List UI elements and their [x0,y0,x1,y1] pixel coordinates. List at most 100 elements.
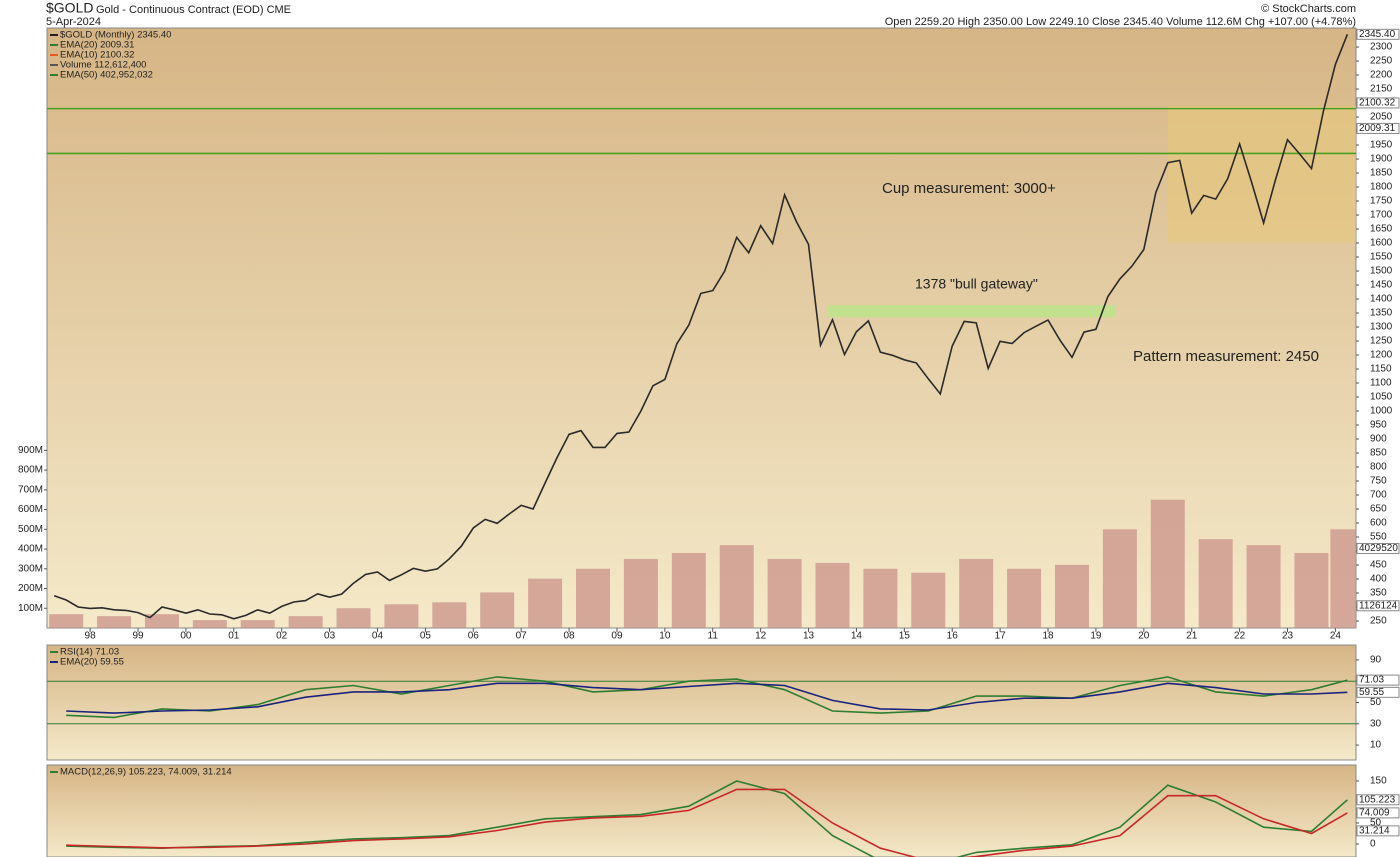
y-tick-label: 1600 [1370,238,1393,249]
value-tag-label: 74.009 [1359,808,1390,819]
x-tick-label: 08 [564,631,576,642]
volume-tag-label: 1126124 [1359,600,1398,611]
x-tick-label: 19 [1090,631,1102,642]
x-tick-label: 16 [947,631,959,642]
x-tick-label: 11 [708,631,719,642]
y-tick-label: 1200 [1370,350,1393,361]
x-tick-label: 17 [995,631,1007,642]
y-tick-label: 700 [1370,490,1387,501]
x-tick-label: 02 [276,631,288,642]
x-tick-label: 18 [1042,631,1054,642]
value-tag [1356,825,1400,837]
y-tick-label: 750 [1370,476,1387,487]
volume-bar [528,578,563,628]
y-tick-label: 450 [1370,560,1387,571]
legend-entry: EMA(20) 59.55 [60,657,124,668]
y-tick-label: 550 [1370,532,1387,543]
volume-bar [767,558,802,628]
y-tick-label: 1550 [1370,252,1393,263]
y2-tick-label: 200M [18,583,43,594]
y-tick-label: 30 [1370,718,1382,729]
y2-tick-label: 900M [18,445,43,456]
y-tick-label: 1750 [1370,196,1393,207]
y-tick-label: 90 [1370,655,1382,666]
y-tick-label: 2300 [1370,42,1393,53]
y-tick-label: 850 [1370,448,1387,459]
x-tick-label: 15 [899,631,911,642]
x-tick-label: 07 [516,631,528,642]
legend-entry: EMA(10) 2100.32 [60,50,134,61]
value-tag-label: 31.214 [1359,826,1390,837]
volume-bar [480,592,515,628]
value-tag-label: 59.55 [1359,687,1384,698]
y-tick-label: 10 [1370,740,1382,751]
volume-bar [863,568,898,628]
volume-tag-label: 4029520 [1359,543,1398,554]
volume-tag [1356,542,1400,554]
plot-area [47,34,1356,628]
panel-background [46,27,1357,629]
volume-bar [576,568,611,628]
gateway-band [827,305,1116,318]
plot-area [66,780,1348,857]
volume-bar [959,558,994,628]
y2-tick-label: 300M [18,563,43,574]
y-tick-label: 650 [1370,504,1387,515]
series-line [66,788,1348,857]
volume-bar [719,545,754,628]
x-tick-label: 01 [228,631,240,642]
volume-bar [1007,568,1042,628]
y-tick-label: 1300 [1370,322,1393,333]
legend-entry: EMA(20) 2009.31 [60,40,134,51]
volume-bar [336,608,371,628]
volume-bar [97,616,132,628]
y-tick-label: 1400 [1370,294,1393,305]
y-tick-label: 1900 [1370,154,1393,165]
value-tag [1356,28,1400,40]
y-tick-label: 1100 [1370,378,1392,389]
legend-entry: EMA(50) 402,952,032 [60,70,153,81]
value-tag [1356,674,1400,686]
volume-bar [240,620,275,628]
y-tick-label: 1700 [1370,210,1393,221]
y-tick-label: 1350 [1370,308,1393,319]
value-tag-label: 2345.40 [1359,29,1396,40]
annotation: Cup measurement: 3000+ [882,180,1056,197]
y-tick-label: 1650 [1370,224,1393,235]
value-tag-label: 71.03 [1359,675,1384,686]
x-tick-label: 22 [1234,631,1246,642]
y-tick-label: 800 [1370,462,1387,473]
y-tick-label: 150 [1370,776,1387,787]
copyright: © StockCharts.com [1261,3,1356,15]
legend-entry: $GOLD (Monthly) 2345.40 [60,30,171,41]
volume-bar [1150,499,1185,628]
y-tick-label: 900 [1370,434,1387,445]
volume-bar [1246,545,1281,628]
volume-bar [384,604,419,628]
volume-bar [1054,564,1089,628]
x-tick-label: 12 [755,631,767,642]
legend-entry: RSI(14) 71.03 [60,647,119,658]
volume-tag [1356,600,1400,612]
y-tick-label: 600 [1370,518,1387,529]
y2-tick-label: 800M [18,465,43,476]
value-tag [1356,807,1400,819]
volume-bar [671,553,706,628]
y-tick-label: 50 [1370,697,1382,708]
y-tick-label: 0 [1370,839,1376,850]
y2-tick-label: 100M [18,603,43,614]
volume-bar [1102,529,1137,628]
x-tick-label: 05 [420,631,432,642]
volume-bar [623,558,658,628]
y-tick-label: 1150 [1370,364,1392,375]
quote: Open 2259.20 High 2350.00 Low 2249.10 Cl… [885,16,1356,28]
legend-entry: Volume 112,612,400 [60,60,146,71]
y-tick-label: 400 [1370,574,1387,585]
y2-tick-label: 700M [18,484,43,495]
x-tick-label: 06 [468,631,480,642]
series-line [66,780,1348,857]
panel-background [46,644,1357,761]
y-tick-label: 1950 [1370,140,1393,151]
